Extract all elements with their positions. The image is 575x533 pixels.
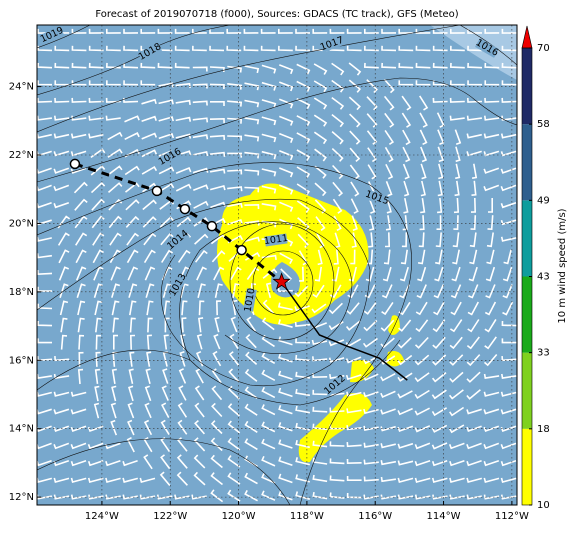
forecast-track	[280, 281, 408, 381]
isobar-label-bg	[243, 288, 257, 312]
colorbar-tick-label: 33	[537, 348, 550, 359]
isobar-label: 1011	[263, 233, 288, 247]
track-point	[179, 203, 191, 215]
colorbar-extension	[521, 25, 533, 49]
colorbar-segment	[522, 200, 532, 277]
lat-tick-label: 16°N	[9, 355, 34, 366]
isobar-label-bg	[364, 189, 390, 207]
tc-track	[69, 158, 408, 381]
colorbar-segment	[522, 48, 532, 125]
past-track	[74, 162, 283, 284]
colorbar-tick-label: 18	[537, 424, 550, 435]
lat-tick-label: 18°N	[9, 287, 34, 298]
lon-tick-label: 112°W	[495, 511, 529, 522]
colorbar-segment	[522, 124, 532, 201]
isobar-label-bg	[166, 229, 190, 251]
axis-ticks: 124°W 122°W 120°W 118°W 116°W 114°W 112°W 12°N 1…	[9, 82, 529, 522]
track-point	[206, 220, 218, 232]
isobar-label-bg	[264, 233, 288, 247]
colorbar-label: 10 m wind speed (m/s)	[557, 208, 568, 323]
lat-tick-label: 22°N	[9, 150, 34, 161]
isobar-label-bg	[168, 272, 188, 298]
colorbar-segment	[522, 276, 532, 353]
lon-tick-label: 120°W	[222, 511, 256, 522]
isobars	[37, 25, 517, 505]
lon-tick-label: 116°W	[358, 511, 392, 522]
colorbar-segment	[522, 428, 532, 505]
colorbar-segment	[522, 352, 532, 429]
map-frame	[36, 24, 518, 506]
colorbar: 10 18 33 43 49 58 70	[521, 25, 550, 511]
lat-tick-label: 24°N	[9, 82, 34, 93]
isobar-label-bg	[323, 374, 347, 396]
isobar-label-bg	[137, 42, 163, 62]
calm-area	[430, 25, 517, 80]
graticule	[37, 25, 517, 505]
isobar-label-bg	[319, 35, 345, 53]
lat-tick-label: 14°N	[9, 424, 34, 435]
colorbar-tick-label: 49	[537, 195, 550, 206]
colorbar-tick-label: 70	[537, 43, 550, 54]
colorbar-tick-label: 43	[537, 272, 550, 283]
isobar-label: 1010	[242, 287, 257, 313]
isobar-label-bg	[474, 38, 500, 58]
colorbar-tick-label: 58	[537, 119, 550, 130]
isobar-label-bg	[39, 25, 65, 45]
track-point	[151, 185, 163, 197]
current-position	[272, 272, 291, 290]
colorbar-tick-label: 10	[537, 500, 550, 511]
lat-tick-label: 12°N	[9, 492, 34, 503]
lon-tick-label: 124°W	[85, 511, 119, 522]
lon-tick-label: 118°W	[290, 511, 324, 522]
lon-tick-label: 114°W	[427, 511, 461, 522]
track-point	[236, 244, 247, 256]
title: Forecast of 2019070718 (f000), Sources: …	[95, 9, 458, 20]
track-point	[69, 158, 81, 170]
lon-tick-label: 122°W	[153, 511, 187, 522]
lat-tick-label: 20°N	[9, 218, 34, 229]
